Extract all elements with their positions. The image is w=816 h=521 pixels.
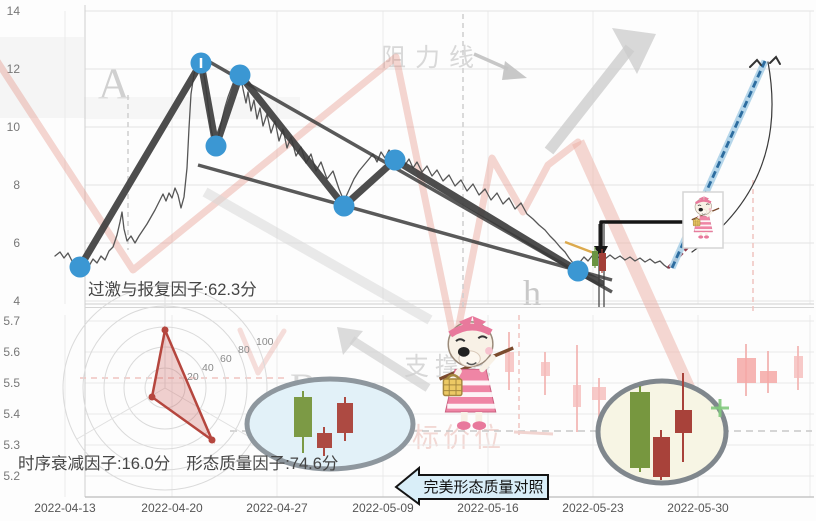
pattern-point [229,64,251,86]
svg-text:5.2: 5.2 [3,469,20,483]
banner-label: 完美形态质量对照 [423,479,544,496]
candle-green [630,392,650,468]
candle-green [294,397,312,437]
y-axis-upper: 14 12 10 8 6 4 [7,4,21,308]
price-line [54,59,669,269]
svg-text:2022-05-16: 2022-05-16 [457,501,519,515]
svg-text:2022-05-23: 2022-05-23 [562,501,624,515]
resistance-arrow [473,52,509,71]
svg-text:14: 14 [7,4,21,18]
perfect-pattern-ellipse [244,376,416,472]
pattern-point [333,195,355,217]
svg-text:60: 60 [220,353,232,365]
svg-text:80: 80 [238,344,250,356]
target-projection-arrow [599,220,686,249]
watermark-resistance-label: 阻力线 [381,44,484,72]
radar-polygon [150,325,215,444]
trendline-lower [197,163,613,282]
svg-text:40: 40 [202,362,214,374]
candle-red [653,437,670,477]
banner-arrow [394,465,549,506]
faint-candle [573,385,581,407]
svg-text:6: 6 [13,236,20,250]
svg-text:12: 12 [7,62,21,76]
overshoot-factor-score: 过激与报复因子:62.3分 [88,281,257,299]
measure-dashed-red [666,244,691,270]
svg-text:2022-04-20: 2022-04-20 [141,501,203,515]
svg-text:5.5: 5.5 [3,376,20,390]
watermark-red-zigzag [0,53,582,349]
svg-text:10: 10 [7,120,21,134]
candle-red [675,410,692,433]
pattern-zigzag [76,59,605,287]
annotation-box [682,191,724,249]
svg-text:5.4: 5.4 [3,407,20,421]
faint-candle [505,352,514,372]
watermark-gray-arrow-up-right [544,44,635,155]
faint-candle [592,387,606,400]
x-axis-dates: 2022-04-13 2022-04-20 2022-04-27 2022-05-09… [34,501,729,515]
y-axis-lower: 5.7 5.6 5.5 5.4 5.3 5.2 [3,314,20,483]
watermark-letter-h: h [523,273,541,313]
svg-text:2022-04-27: 2022-04-27 [246,501,308,515]
svg-text:20: 20 [187,371,199,383]
pattern-point [69,256,91,278]
decay-factor-score: 时序衰减因子:16.0分 [18,455,171,473]
golden-ratio-tick [564,240,595,255]
faint-candle [737,358,756,383]
svg-text:5.3: 5.3 [3,438,20,452]
faint-candle [541,362,550,376]
svg-text:5.6: 5.6 [3,345,20,359]
svg-text:2022-05-30: 2022-05-30 [667,501,729,515]
mini-candle-green [592,251,598,266]
pattern-point [384,149,406,171]
svg-text:8: 8 [13,178,20,192]
watermark-red-arrow-shaft [572,139,702,407]
pattern-point [205,135,227,157]
watermark-gray-arrow-up-left [337,327,363,355]
candle-red [337,403,353,433]
svg-text:5.7: 5.7 [3,314,20,328]
pattern-point [567,260,589,282]
candle-red [317,433,332,448]
mini-candle-red [599,253,606,271]
svg-text:2022-05-09: 2022-05-09 [352,501,414,515]
svg-text:100: 100 [256,336,274,348]
factor-score-row: 时序衰减因子:16.0分 形态质量因子:74.6分 [18,450,338,474]
quality-factor-score: 形态质量因子:74.6分 [186,455,339,473]
watermark-letter-a: A [98,59,130,108]
faint-candle [760,371,777,383]
faint-candle [794,356,803,378]
svg-text:4: 4 [13,294,20,308]
svg-text:2022-04-13: 2022-04-13 [34,501,96,515]
